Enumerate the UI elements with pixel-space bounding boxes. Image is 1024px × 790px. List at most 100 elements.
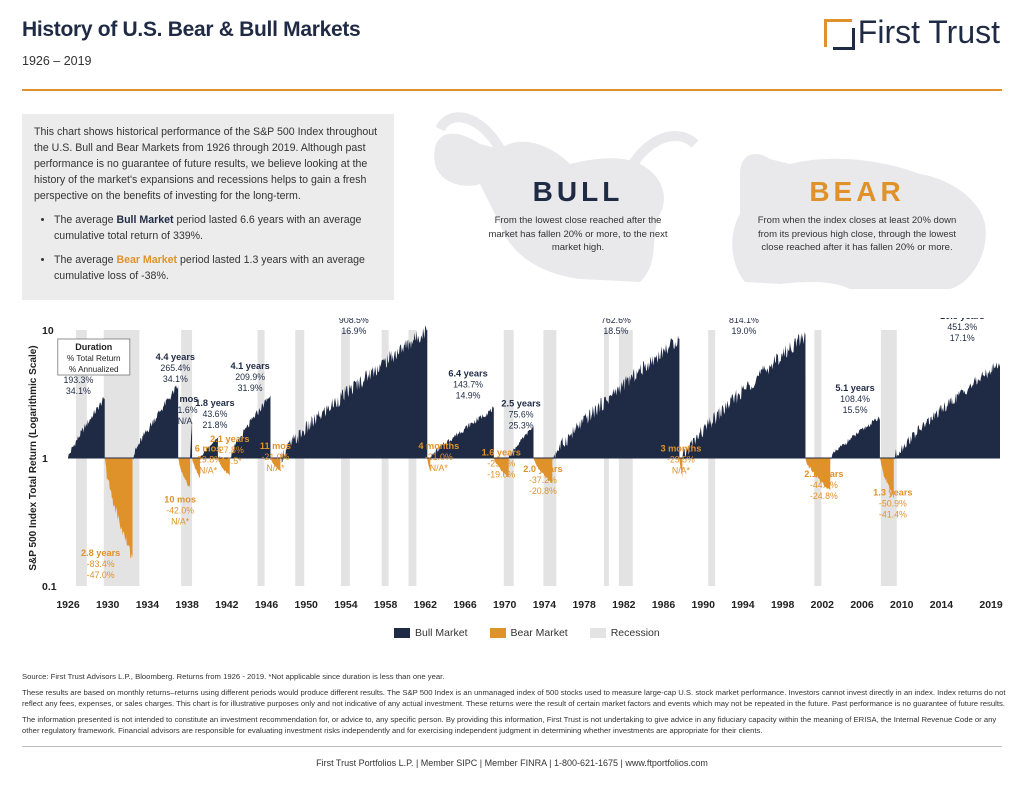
bull-definition: BULL From the lowest close reached after… bbox=[488, 176, 668, 255]
bull-market-area bbox=[229, 395, 271, 459]
legend-label: Bull Market bbox=[415, 627, 468, 639]
x-tick-label: 1986 bbox=[652, 599, 676, 611]
bull-heading: BULL bbox=[532, 176, 624, 207]
bull-data-label: 21.8% bbox=[202, 420, 227, 430]
legend-swatch-bull bbox=[394, 628, 410, 639]
bear-market-area bbox=[805, 458, 831, 491]
x-tick-label: 1930 bbox=[96, 599, 120, 611]
bull-data-label: 451.3% bbox=[947, 322, 977, 332]
bear-market-area bbox=[104, 458, 133, 558]
bear-data-label: -29.3% bbox=[487, 458, 515, 468]
bear-data-label: 2.0 years bbox=[523, 464, 562, 474]
duration-key-box bbox=[57, 338, 131, 376]
bull-data-label: 814.1% bbox=[729, 318, 759, 325]
bear-data-label: 10 mos bbox=[164, 494, 196, 504]
logo-mark-icon bbox=[823, 18, 855, 50]
x-tick-label: 1926 bbox=[56, 599, 80, 611]
x-tick-label: 1966 bbox=[453, 599, 477, 611]
market-history-chart: 10 1 0.1S&P 500 Index Total Return (Logari… bbox=[28, 318, 1003, 611]
x-tick-label: 1982 bbox=[612, 599, 636, 611]
bull-data-label: 43.6% bbox=[202, 409, 227, 419]
x-tick-label: 1974 bbox=[533, 599, 557, 611]
bear-data-label: N/A* bbox=[171, 516, 190, 526]
bear-data-label: -24.8% bbox=[810, 491, 838, 501]
bear-data-label: -42.0% bbox=[166, 505, 194, 515]
source-notes: Source: First Trust Advisors L.P., Bloom… bbox=[22, 671, 1007, 741]
bear-data-label: -37.2% bbox=[529, 475, 557, 485]
bear-market-area bbox=[178, 458, 191, 489]
bullet-text: The average bbox=[54, 254, 117, 266]
bear-data-label: 6 mos bbox=[195, 444, 222, 454]
bear-data-label: 3 months bbox=[660, 443, 701, 453]
bear-definition-text: From when the index closes at least 20% … bbox=[757, 215, 957, 253]
bull-market-area bbox=[200, 437, 218, 458]
bull-market-area bbox=[68, 397, 105, 458]
bull-data-label: 193.3% bbox=[63, 375, 93, 385]
bear-data-label: -19.6% bbox=[487, 469, 515, 479]
page-subtitle: 1926 – 2019 bbox=[22, 54, 92, 68]
disclaimer-line: The information presented is not intende… bbox=[22, 714, 997, 736]
bear-data-label: N/A* bbox=[672, 465, 691, 475]
y-axis-label: S&P 500 Index Total Return (Logarithmic … bbox=[28, 345, 39, 570]
bull-data-label: 2 mos bbox=[172, 394, 199, 404]
x-tick-label: 1970 bbox=[493, 599, 517, 611]
bear-data-label: 2.1 years bbox=[804, 469, 843, 479]
x-tick-label: 2010 bbox=[890, 599, 914, 611]
footer-divider bbox=[22, 746, 1002, 747]
x-tick-label: 1998 bbox=[771, 599, 795, 611]
x-tick-label: 1946 bbox=[255, 599, 279, 611]
logo-text: First Trust bbox=[857, 14, 1000, 50]
bear-market-area bbox=[427, 458, 431, 472]
intro-box: This chart shows historical performance … bbox=[22, 114, 394, 300]
y-tick-label: 0.1 bbox=[42, 581, 57, 593]
bear-data-label: 4 months bbox=[418, 441, 459, 451]
bullet-text: The average bbox=[54, 214, 117, 226]
bull-data-label: 762.6% bbox=[601, 318, 631, 325]
bull-data-label: 91.6% bbox=[173, 405, 198, 415]
bull-market-area bbox=[190, 421, 193, 458]
bull-market-area bbox=[552, 335, 680, 460]
intro-paragraph: This chart shows historical performance … bbox=[34, 126, 378, 202]
bull-data-label: 34.1% bbox=[163, 374, 188, 384]
bull-market-area bbox=[430, 406, 494, 460]
bull-data-label: 5.1 years bbox=[835, 383, 874, 393]
bull-market-area bbox=[508, 426, 534, 458]
bull-market-area bbox=[682, 332, 806, 458]
x-tick-label: 2014 bbox=[930, 599, 954, 611]
bull-data-label: 16.9% bbox=[341, 326, 366, 336]
legend-item-recession: Recession bbox=[589, 627, 660, 639]
bull-data-label: 34.1% bbox=[66, 386, 91, 396]
bear-data-label: N/A* bbox=[266, 463, 285, 473]
x-tick-label: 1962 bbox=[414, 599, 438, 611]
source-line: Source: First Trust Advisors L.P., Bloom… bbox=[22, 672, 445, 681]
bear-data-label: -50.9% bbox=[879, 499, 907, 509]
bear-data-label: 2.1 years bbox=[210, 434, 249, 444]
duration-key-line: % Annualized bbox=[69, 365, 119, 374]
bull-market-area bbox=[830, 416, 880, 460]
bull-data-label: 19.0% bbox=[731, 326, 756, 336]
bull-data-label: 2.5 years bbox=[501, 399, 540, 409]
bear-data-label: N/A* bbox=[430, 463, 449, 473]
bull-term: Bull Market bbox=[116, 214, 174, 226]
x-tick-label: 1958 bbox=[374, 599, 398, 611]
bear-market-area bbox=[679, 458, 683, 478]
x-tick-label: 1990 bbox=[692, 599, 716, 611]
bull-data-label: N/A bbox=[178, 416, 193, 426]
bear-market-area bbox=[533, 458, 553, 484]
page-title: History of U.S. Bear & Bull Markets bbox=[22, 18, 361, 41]
bull-data-label: 17.1% bbox=[950, 333, 975, 343]
bear-data-label: -21.0% bbox=[262, 452, 290, 462]
duration-key-line: Duration bbox=[75, 342, 112, 352]
bull-data-label: 143.7% bbox=[453, 379, 483, 389]
bear-data-label: 1.6 years bbox=[482, 447, 521, 457]
y-tick-label: 10 bbox=[42, 325, 54, 337]
x-tick-label: 2002 bbox=[811, 599, 835, 611]
legend-item-bear: Bear Market bbox=[489, 627, 568, 639]
bull-bullet: The average Bull Market period lasted 6.… bbox=[54, 212, 382, 244]
bear-data-label: -29.5% bbox=[667, 454, 695, 464]
bull-market-area bbox=[893, 362, 1000, 460]
bear-market-area bbox=[879, 458, 894, 498]
bear-data-label: -44.7% bbox=[810, 480, 838, 490]
bull-data-label: 6.4 years bbox=[448, 368, 487, 378]
bear-definition: BEAR From when the index closes at least… bbox=[752, 176, 962, 255]
